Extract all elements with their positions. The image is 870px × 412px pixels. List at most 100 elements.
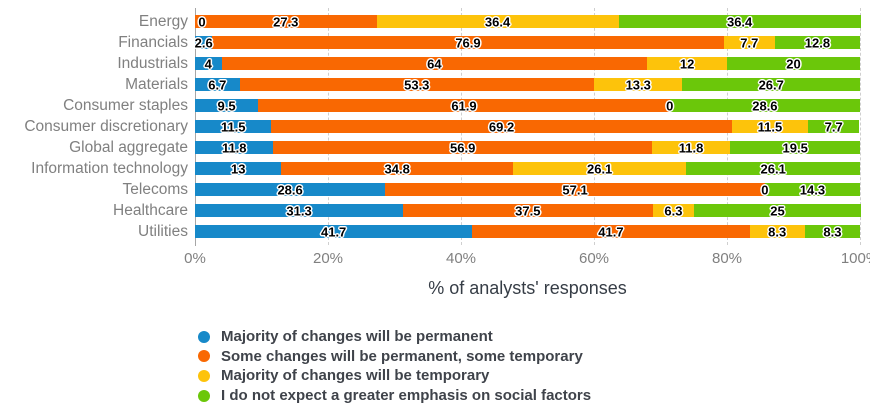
bar-segment bbox=[195, 15, 377, 28]
bar-value-label: 26.1 bbox=[586, 161, 613, 176]
legend-item: Majority of changes will be temporary bbox=[198, 366, 591, 386]
bar-value-label: 6.7 bbox=[208, 77, 227, 92]
bar-value-label: 25 bbox=[770, 203, 785, 218]
bar-value-label: 28.6 bbox=[752, 98, 778, 113]
bar-value-label: 36.4 bbox=[484, 14, 511, 29]
category-label: Utilities bbox=[138, 222, 188, 240]
bar-value-label: 11.5 bbox=[220, 119, 246, 134]
bar-segment bbox=[804, 225, 860, 238]
bar-value-label: 14.3 bbox=[799, 182, 826, 197]
x-tick-label: 80% bbox=[711, 250, 743, 267]
bar-value-label: 9.5 bbox=[217, 98, 236, 113]
bar-segment bbox=[472, 225, 750, 238]
x-tick-label: 60% bbox=[578, 250, 610, 267]
x-tick-label: 40% bbox=[445, 250, 477, 267]
legend-item-label: I do not expect a greater emphasis on so… bbox=[221, 387, 592, 405]
bar-value-label: 36.4 bbox=[726, 14, 753, 29]
legend-item: Majority of changes will be permanent bbox=[198, 327, 591, 347]
bar-segment bbox=[195, 99, 259, 112]
bar-value-label: 13.3 bbox=[625, 77, 651, 92]
legend-color-dot-icon bbox=[198, 389, 210, 402]
bar-segment bbox=[239, 78, 594, 91]
bar-segment bbox=[273, 141, 652, 154]
bar-value-label: 56.9 bbox=[450, 140, 476, 155]
bar-value-label: 11.8 bbox=[678, 140, 704, 155]
bar-segment bbox=[221, 57, 648, 70]
x-tick-label: 0% bbox=[184, 250, 206, 267]
bar-value-label: 64 bbox=[427, 56, 442, 71]
bar-segment bbox=[195, 141, 274, 154]
category-label: Global aggregate bbox=[69, 138, 188, 156]
bar-segment bbox=[195, 120, 272, 133]
category-label: Information technology bbox=[31, 159, 188, 177]
x-tick-label: 100% bbox=[840, 250, 870, 267]
bar-segment bbox=[195, 78, 240, 91]
bar-segment bbox=[652, 204, 695, 217]
bar-segment bbox=[749, 225, 805, 238]
bar-value-label: 2.6 bbox=[194, 35, 213, 50]
legend-item-label: Majority of changes will be permanent bbox=[221, 328, 493, 346]
legend-color-dot-icon bbox=[198, 350, 210, 363]
legend-item-label: Some changes will be permanent, some tem… bbox=[221, 347, 583, 365]
bar-value-label: 4 bbox=[204, 56, 212, 71]
bar-value-label: 8.3 bbox=[823, 224, 842, 239]
x-axis-title: % of analysts' responses bbox=[428, 278, 627, 298]
bar-segment bbox=[195, 204, 404, 217]
category-label: Materials bbox=[125, 75, 188, 93]
bar-segment bbox=[281, 162, 513, 175]
bar-value-label: 53.3 bbox=[404, 77, 430, 92]
category-label: Energy bbox=[138, 12, 188, 30]
bar-value-label: 26.1 bbox=[760, 161, 786, 176]
bar-value-label: 11.8 bbox=[221, 140, 247, 155]
bar-segment bbox=[686, 162, 860, 175]
bar-segment bbox=[271, 120, 732, 133]
bar-value-label: 69.2 bbox=[488, 119, 515, 134]
gridline bbox=[860, 8, 861, 245]
bar-segment bbox=[512, 162, 687, 175]
bar-value-label: 26.7 bbox=[758, 77, 784, 92]
bar-segment bbox=[730, 141, 860, 154]
bar-segment bbox=[647, 57, 727, 70]
bar-value-label: 11.5 bbox=[757, 119, 783, 134]
legend-item: I do not expect a greater emphasis on so… bbox=[198, 386, 591, 406]
bar-segment bbox=[764, 183, 860, 196]
bar-value-label: 19.5 bbox=[782, 140, 808, 155]
bar-segment bbox=[651, 141, 731, 154]
bar-segment bbox=[808, 120, 860, 133]
bar-segment bbox=[694, 204, 861, 217]
bar-value-label: 13 bbox=[230, 161, 246, 176]
bar-segment bbox=[682, 78, 860, 91]
bar-segment bbox=[258, 99, 670, 112]
bar-value-label: 57.1 bbox=[562, 182, 588, 197]
bar-segment bbox=[212, 36, 724, 49]
bar-value-label: 27.3 bbox=[273, 14, 299, 29]
bar-value-label: 41.7 bbox=[320, 224, 347, 239]
bar-value-label: 0 bbox=[198, 14, 206, 29]
bar-value-label: 37.5 bbox=[515, 203, 541, 218]
bar-value-label: 7.7 bbox=[740, 35, 759, 50]
bar-segment bbox=[385, 183, 765, 196]
bar-segment bbox=[195, 36, 213, 49]
bar-value-label: 76.9 bbox=[455, 35, 481, 50]
bar-value-label: 6.3 bbox=[664, 203, 683, 218]
bar-value-label: 8.3 bbox=[768, 224, 787, 239]
bar-value-label: 12 bbox=[679, 56, 695, 71]
category-label: Telecoms bbox=[122, 180, 188, 198]
bar-value-label: 31.3 bbox=[286, 203, 312, 218]
bar-value-label: 7.7 bbox=[824, 119, 843, 134]
category-label: Industrials bbox=[117, 54, 188, 72]
bar-segment bbox=[403, 204, 653, 217]
category-label: Healthcare bbox=[113, 201, 188, 219]
bar-value-label: 61.9 bbox=[451, 98, 477, 113]
legend-item: Some changes will be permanent, some tem… bbox=[198, 347, 591, 367]
bar-segment bbox=[195, 162, 282, 175]
bar-value-label: 41.7 bbox=[598, 224, 624, 239]
legend-color-dot-icon bbox=[198, 369, 210, 382]
legend-color-dot-icon bbox=[198, 330, 210, 343]
bar-segment bbox=[376, 15, 619, 28]
bar-value-label: 20 bbox=[786, 56, 801, 71]
legend-item-label: Majority of changes will be temporary bbox=[221, 367, 490, 385]
bar-segment bbox=[731, 120, 809, 133]
bar-value-label: 28.6 bbox=[277, 182, 303, 197]
bar-segment bbox=[195, 57, 222, 70]
